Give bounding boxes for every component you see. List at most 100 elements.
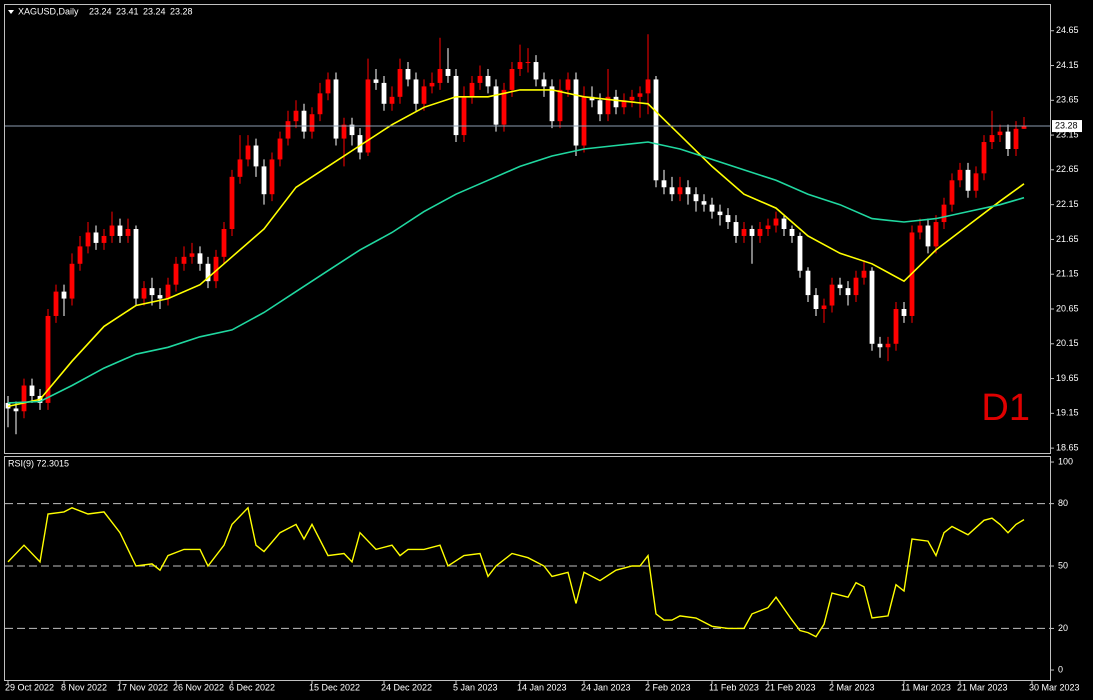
candle-body bbox=[557, 89, 563, 122]
candle-body bbox=[845, 288, 851, 296]
candle-body bbox=[181, 256, 187, 264]
candle-body bbox=[733, 222, 739, 236]
candle-body bbox=[189, 253, 195, 257]
candle-body bbox=[469, 82, 475, 97]
x-tick-label: 15 Dec 2022 bbox=[309, 682, 360, 692]
candle-body bbox=[789, 229, 795, 236]
candle-body bbox=[165, 284, 171, 299]
y-tick-label: 21.15 bbox=[1056, 269, 1079, 279]
candle-body bbox=[61, 291, 67, 299]
y-tick-label: 19.65 bbox=[1056, 373, 1079, 383]
candle-body bbox=[709, 204, 715, 212]
candle-body bbox=[213, 256, 219, 282]
rsi-tick-label: 80 bbox=[1058, 498, 1068, 508]
candle-body bbox=[13, 408, 19, 412]
candle-body bbox=[501, 89, 507, 125]
x-tick-label: 11 Feb 2023 bbox=[709, 682, 759, 692]
x-tick-label: 6 Dec 2022 bbox=[229, 682, 275, 692]
candle-body bbox=[861, 270, 867, 278]
candle-body bbox=[365, 79, 371, 153]
menu-triangle bbox=[8, 10, 14, 14]
y-tick-label: 23.65 bbox=[1056, 95, 1079, 105]
candle-body bbox=[989, 135, 995, 143]
candle-body bbox=[533, 62, 539, 80]
main-panel-frame bbox=[4, 4, 1051, 454]
y-tick-label: 18.65 bbox=[1056, 443, 1079, 453]
candle-body bbox=[149, 288, 155, 296]
candle-body bbox=[493, 86, 499, 125]
candle-body bbox=[269, 159, 275, 195]
moving-average bbox=[7, 89, 1025, 408]
candle-body bbox=[357, 135, 363, 153]
candle-body bbox=[381, 82, 387, 104]
candle-body bbox=[21, 385, 27, 412]
candle-body bbox=[885, 343, 891, 348]
candle-body bbox=[53, 291, 59, 316]
y-tick-label: 22.15 bbox=[1056, 199, 1079, 209]
candle-body bbox=[101, 235, 107, 243]
candle-body bbox=[645, 79, 651, 94]
candle-body bbox=[29, 385, 35, 396]
candle-body bbox=[389, 96, 395, 104]
candle-body bbox=[197, 253, 203, 264]
candle-body bbox=[349, 124, 355, 136]
candle-body bbox=[461, 96, 467, 136]
timeframe-annotation: D1 bbox=[981, 387, 1030, 429]
y-tick-label: 24.15 bbox=[1056, 60, 1079, 70]
candle-body bbox=[965, 169, 971, 191]
last-price-label: 23.28 bbox=[1055, 120, 1078, 130]
candle-body bbox=[237, 159, 243, 177]
candle-body bbox=[421, 86, 427, 104]
rsi-title: RSI(9) 72.3015 bbox=[8, 458, 69, 468]
candle-body bbox=[301, 110, 307, 132]
x-tick-label: 24 Jan 2023 bbox=[581, 682, 631, 692]
rsi-tick-label: 100 bbox=[1058, 456, 1073, 466]
x-tick-label: 30 Mar 2023 bbox=[1029, 682, 1080, 692]
x-tick-label: 17 Nov 2022 bbox=[117, 682, 168, 692]
candle-body bbox=[717, 211, 723, 216]
candle-body bbox=[773, 218, 779, 226]
candle-body bbox=[677, 187, 683, 195]
candle-body bbox=[117, 225, 123, 236]
candle-body bbox=[917, 225, 923, 233]
candle-body bbox=[949, 180, 955, 205]
candle-body bbox=[893, 309, 899, 344]
candle-body bbox=[765, 225, 771, 229]
candle-body bbox=[829, 284, 835, 306]
candle-body bbox=[77, 246, 83, 264]
candle-body bbox=[173, 263, 179, 285]
candle-body bbox=[397, 69, 403, 97]
candle-body bbox=[629, 96, 635, 101]
candle-body bbox=[445, 69, 451, 76]
candle-body bbox=[853, 277, 859, 296]
candle-body bbox=[333, 79, 339, 139]
candle-body bbox=[685, 187, 691, 195]
y-tick-label: 20.65 bbox=[1056, 303, 1079, 313]
candle-body bbox=[317, 93, 323, 115]
candle-body bbox=[509, 69, 515, 90]
candle-body bbox=[485, 75, 491, 87]
candle-body bbox=[661, 180, 667, 188]
candle-body bbox=[309, 114, 315, 132]
candle-body bbox=[805, 270, 811, 296]
candle-body bbox=[141, 288, 147, 299]
x-tick-label: 21 Mar 2023 bbox=[957, 682, 1008, 692]
candle-body bbox=[1013, 128, 1019, 149]
x-tick-label: 2 Mar 2023 bbox=[829, 682, 875, 692]
candle-body bbox=[725, 215, 731, 223]
candle-body bbox=[701, 201, 707, 205]
candle-body bbox=[653, 79, 659, 181]
rsi-tick-label: 20 bbox=[1058, 623, 1068, 633]
moving-average bbox=[7, 141, 1025, 404]
candle-body bbox=[837, 284, 843, 289]
candle-body bbox=[277, 138, 283, 160]
candle-body bbox=[1005, 131, 1011, 149]
x-tick-label: 8 Nov 2022 bbox=[61, 682, 107, 692]
y-tick-label: 23.15 bbox=[1056, 129, 1079, 139]
candle-body bbox=[613, 96, 619, 108]
candle-body bbox=[541, 79, 547, 87]
candle-body bbox=[437, 69, 443, 83]
y-tick-label: 19.15 bbox=[1056, 408, 1079, 418]
x-tick-label: 29 Oct 2022 bbox=[5, 682, 54, 692]
